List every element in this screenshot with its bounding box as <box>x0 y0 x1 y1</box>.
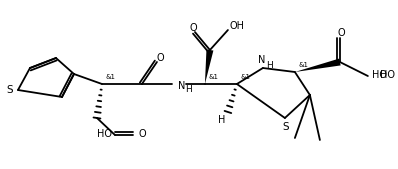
Text: O: O <box>337 28 345 38</box>
Text: &1: &1 <box>299 62 309 68</box>
Text: N: N <box>178 81 185 91</box>
Text: &1: &1 <box>106 74 116 80</box>
Text: OH: OH <box>230 21 245 31</box>
Polygon shape <box>205 50 213 84</box>
Text: HO: HO <box>97 129 112 139</box>
Text: N: N <box>258 55 265 65</box>
Text: S: S <box>283 122 289 132</box>
Text: S: S <box>6 85 13 95</box>
Text: O: O <box>156 53 164 63</box>
Text: H: H <box>267 61 273 69</box>
Polygon shape <box>295 59 341 72</box>
Text: HO: HO <box>372 70 387 80</box>
Text: O: O <box>189 23 197 33</box>
Text: O: O <box>139 129 146 139</box>
Text: &1: &1 <box>241 74 251 80</box>
Text: HO: HO <box>380 70 395 80</box>
Text: &1: &1 <box>209 74 219 80</box>
Text: H: H <box>218 115 226 125</box>
Text: H: H <box>185 86 192 94</box>
